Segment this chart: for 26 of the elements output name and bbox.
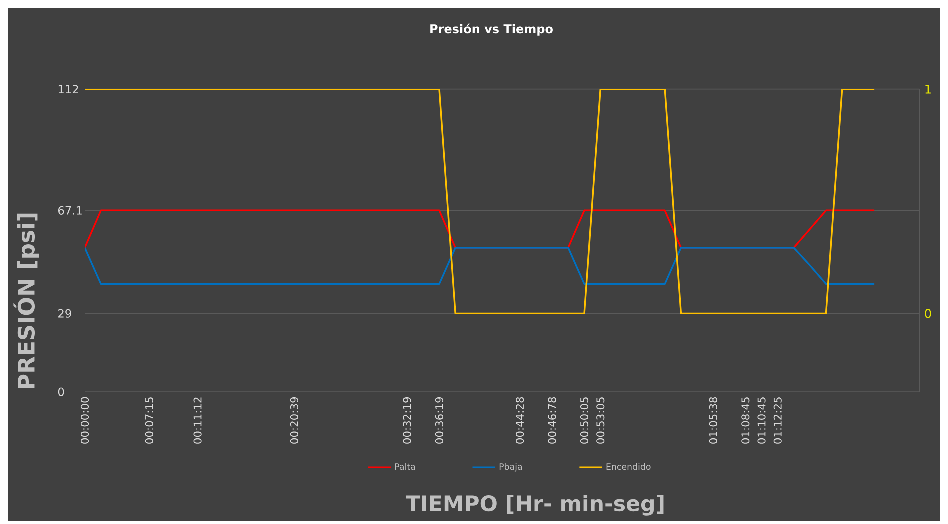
y-tick-label: 112 bbox=[58, 85, 78, 94]
legend-label: Pbaja bbox=[500, 463, 522, 472]
y2-tick-label: 0 bbox=[925, 309, 932, 318]
x-axis-title: TIEMPO [Hr- min-seg] bbox=[406, 495, 664, 516]
x-tick-label: 00:00:00 bbox=[80, 397, 90, 444]
y-tick-label: 67.1 bbox=[58, 206, 82, 215]
x-tick-label: 00:44:28 bbox=[516, 397, 524, 444]
x-tick-label: 01:05:38 bbox=[709, 397, 718, 444]
x-tick-label: 00:07:15 bbox=[145, 398, 154, 444]
x-tick-label: 00:46:78 bbox=[548, 397, 556, 444]
y-tick-label: 0 bbox=[58, 388, 64, 396]
legend-label: Palta bbox=[395, 463, 416, 470]
y-axis-title: PRESIÓN [psi] bbox=[14, 214, 40, 388]
x-tick-label: 00:11:12 bbox=[194, 398, 202, 444]
x-tick-label: 00:50:05 bbox=[580, 398, 589, 444]
legend-label: Encendido bbox=[606, 463, 651, 470]
x-tick-label: 01:12:25 bbox=[774, 398, 782, 444]
x-tick-label: 01:08:45 bbox=[742, 398, 750, 444]
x-tick-label: 00:53:05 bbox=[596, 398, 605, 444]
y2-tick-label: 1 bbox=[926, 84, 931, 94]
y-tick-label: 29 bbox=[58, 309, 72, 318]
x-tick-label: 01:10:45 bbox=[758, 398, 766, 444]
x-tick-label: 00:20:39 bbox=[290, 397, 299, 444]
x-tick-label: 00:36:19 bbox=[435, 397, 444, 444]
x-tick-label: 00:32:19 bbox=[403, 397, 412, 444]
chart-title: Presión vs Tiempo bbox=[430, 24, 553, 36]
